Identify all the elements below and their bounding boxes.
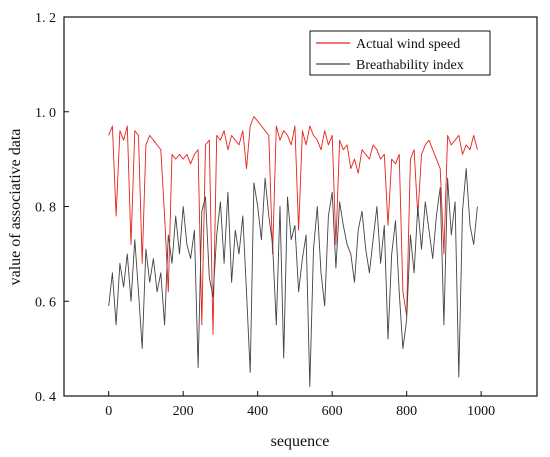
x-axis-label: sequence <box>271 433 330 450</box>
legend: Actual wind speed Breathability index <box>309 30 491 76</box>
x-tick-label: 800 <box>396 404 417 419</box>
y-tick-label: 0. 4 <box>35 390 56 405</box>
series-layer <box>108 116 478 387</box>
series-line-breathability-index <box>108 168 478 387</box>
x-tick-label: 200 <box>173 404 194 419</box>
legend-label-breathability-index: Breathability index <box>356 58 464 73</box>
y-tick-label: 0. 6 <box>35 295 56 310</box>
y-axis-label: value of associative data <box>7 129 24 286</box>
series-line-actual-wind-speed <box>108 116 478 335</box>
y-tick-label: 0. 8 <box>35 201 56 216</box>
ticks-layer: 0 200 400 600 800 1000 0. 4 0. 6 0. 8 1. 0 1. 2 <box>35 11 495 419</box>
x-tick-label: 0 <box>105 404 112 419</box>
y-tick-label: 1. 2 <box>35 11 56 26</box>
y-tick-label: 1. 0 <box>35 106 56 121</box>
legend-label-actual-wind-speed: Actual wind speed <box>356 37 460 52</box>
x-tick-label: 1000 <box>467 404 495 419</box>
x-tick-label: 600 <box>322 404 343 419</box>
x-tick-label: 400 <box>247 404 268 419</box>
legend-box <box>309 30 491 76</box>
